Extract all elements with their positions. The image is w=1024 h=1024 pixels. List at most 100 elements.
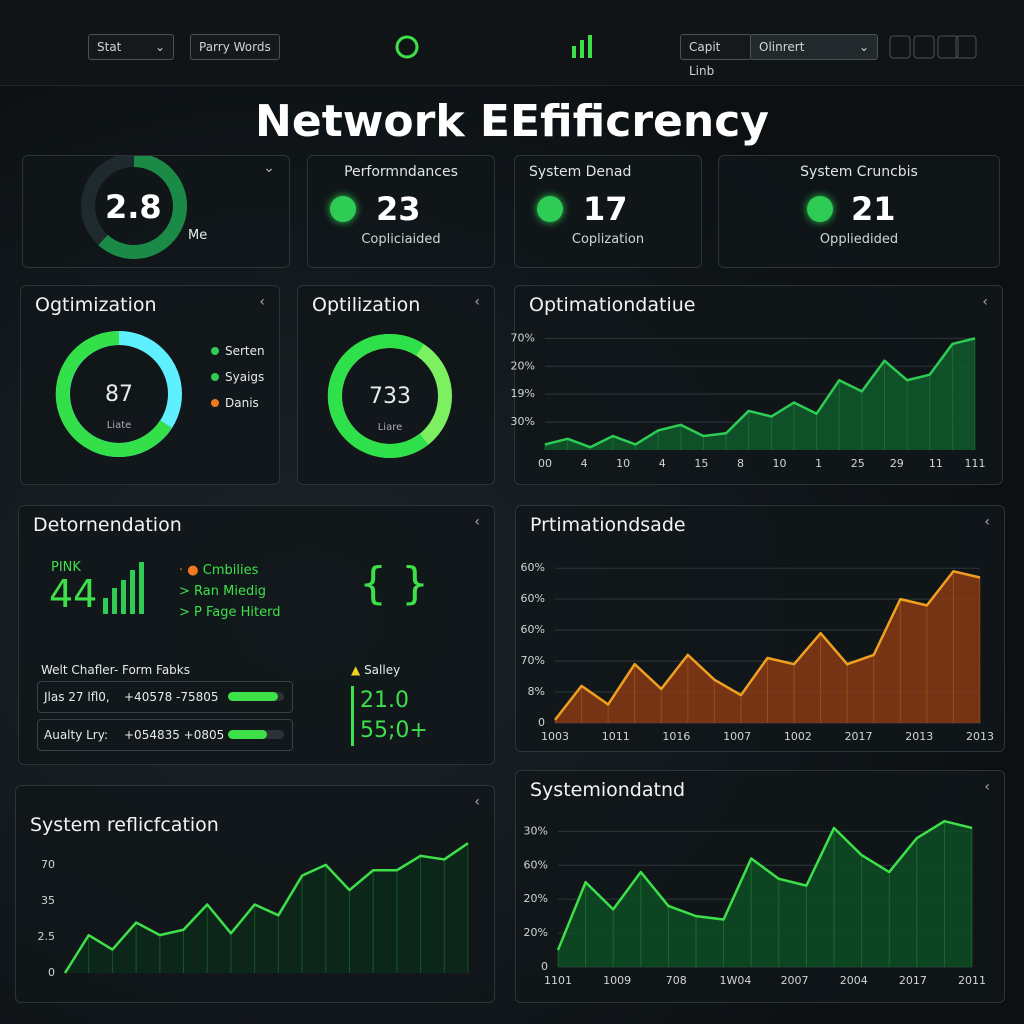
panel-title: System reflicfcation xyxy=(30,814,219,836)
tag: PINK xyxy=(51,560,81,575)
kpi-card: 2.8 Me ⌄ xyxy=(22,155,290,268)
side-value: 55;0+ xyxy=(351,716,428,746)
kpi-title: System Cruncbis xyxy=(800,164,918,180)
decoration: ‹ xyxy=(474,514,480,530)
decoration xyxy=(98,156,187,259)
side-values: 21.0 55;0+ xyxy=(351,686,428,746)
decoration xyxy=(588,35,592,58)
table-title: Welt Chafler- Form Fabks xyxy=(41,663,191,677)
table-cell: Jlas 27 lfl0, xyxy=(44,690,110,704)
progress-fill xyxy=(228,692,279,701)
legend-item: Serten xyxy=(211,338,265,364)
donut xyxy=(327,333,452,458)
status-icon xyxy=(537,196,563,222)
window-controls[interactable] xyxy=(888,34,978,60)
kpi-value: 21 xyxy=(851,190,896,228)
kpi-label: Oppliedided xyxy=(819,232,899,247)
decoration xyxy=(139,562,144,614)
decoration xyxy=(130,570,135,614)
list-item: > Ran Miedig xyxy=(179,581,281,602)
top-icons xyxy=(395,35,592,59)
decoration: ‹ xyxy=(984,779,990,795)
donut-value: 87 xyxy=(105,382,133,407)
bullet: · ● xyxy=(179,563,203,578)
decoration xyxy=(913,35,935,59)
kpi-title: Performndances xyxy=(344,164,458,180)
list-text: Cmbilies xyxy=(202,563,259,578)
kpi-label: Copliciaided xyxy=(361,232,441,247)
panel-title: Ogtimization xyxy=(35,294,157,316)
decoration: ‹ xyxy=(259,294,265,310)
status-icon xyxy=(330,196,356,222)
table-cell: +054835 +0805 xyxy=(124,728,225,742)
search-field[interactable]: Capit Linb xyxy=(680,34,752,78)
decoration xyxy=(112,588,117,614)
chart-panel: System reflicfcation ‹ xyxy=(15,785,495,1003)
kpi-card: System Denad 17 Coplization xyxy=(514,155,702,268)
bullet: > xyxy=(179,605,195,620)
decoration xyxy=(572,46,576,58)
legend-dot xyxy=(211,373,219,381)
list-text: P Fage Hiterd xyxy=(194,605,281,620)
dropdown[interactable]: Olinrert ⌄ xyxy=(750,34,878,60)
kpi-card: Performndances 23 Copliciaided xyxy=(307,155,495,268)
decoration xyxy=(327,333,429,458)
legend-label: Syaigs xyxy=(225,370,265,384)
decoration: ⌄ xyxy=(263,160,275,176)
side-title-text: Salley xyxy=(364,663,401,677)
chart-panel: Systemiondatnd ‹ xyxy=(515,770,1005,1003)
donut-value: 733 xyxy=(369,384,411,409)
legend-dot xyxy=(211,347,219,355)
status-icon xyxy=(807,196,833,222)
page-title: Network EEfificrency xyxy=(255,96,769,147)
legend: Serten Syaigs Danis xyxy=(211,338,265,416)
decoration xyxy=(55,330,172,457)
legend-label: Serten xyxy=(225,344,265,358)
legend-label: Danis xyxy=(225,396,259,410)
donut xyxy=(55,330,182,457)
panel-title: Prtimationdsade xyxy=(530,514,686,536)
panel-title: Detornendation xyxy=(33,514,182,536)
legend-dot xyxy=(211,399,219,407)
bars-icon xyxy=(103,562,144,614)
list-item: · ● Cmbilies xyxy=(179,560,281,581)
panel-title: Systemiondatnd xyxy=(530,779,686,801)
kpi-value: 17 xyxy=(583,190,628,228)
decoration xyxy=(889,35,911,59)
decoration xyxy=(955,35,977,59)
decoration: ‹ xyxy=(474,794,480,810)
donut-panel: Optilization ‹ 733 Liare xyxy=(297,285,495,485)
side-title: ▲ Salley xyxy=(351,663,400,677)
detail-panel: Detornendation ‹ PINK 44 · ● Cmbilies > Ra… xyxy=(18,505,495,765)
panel-title: Optilization xyxy=(312,294,421,316)
list: · ● Cmbilies > Ran Miedig > P Fage Hiterd xyxy=(179,560,281,623)
side-value: 21.0 xyxy=(351,686,428,716)
kpi-value: 23 xyxy=(376,190,421,228)
decoration xyxy=(395,35,419,59)
decoration xyxy=(103,598,108,614)
donut-sub: Liare xyxy=(377,422,403,433)
decoration xyxy=(121,580,126,614)
decoration xyxy=(937,35,959,59)
decoration: ‹ xyxy=(982,294,988,310)
decoration: ⌄ xyxy=(154,40,165,54)
code-icon: { } xyxy=(359,558,429,609)
select-button[interactable]: Stat ⌄ xyxy=(88,34,174,60)
decoration: ⌄ xyxy=(858,40,869,54)
decoration: ‹ xyxy=(984,514,990,530)
table-row: Jlas 27 lfl0, +40578 -75805 xyxy=(37,681,293,713)
button[interactable]: Parry Words xyxy=(190,34,280,60)
panel-title: Optimationdatiue xyxy=(529,294,696,316)
progress xyxy=(228,692,284,701)
table-row: Aualty Lry: +054835 +0805 xyxy=(37,719,293,751)
progress xyxy=(228,730,284,739)
big-number: 44 xyxy=(49,572,98,616)
kpi-title: System Denad xyxy=(529,164,632,180)
bullet: > xyxy=(179,584,195,599)
decoration: ‹ xyxy=(474,294,480,310)
table-cell: +40578 -75805 xyxy=(124,690,219,704)
legend-item: Syaigs xyxy=(211,364,265,390)
gauge xyxy=(81,156,187,259)
table: Jlas 27 lfl0, +40578 -75805 Aualty Lry: +05… xyxy=(37,681,293,757)
